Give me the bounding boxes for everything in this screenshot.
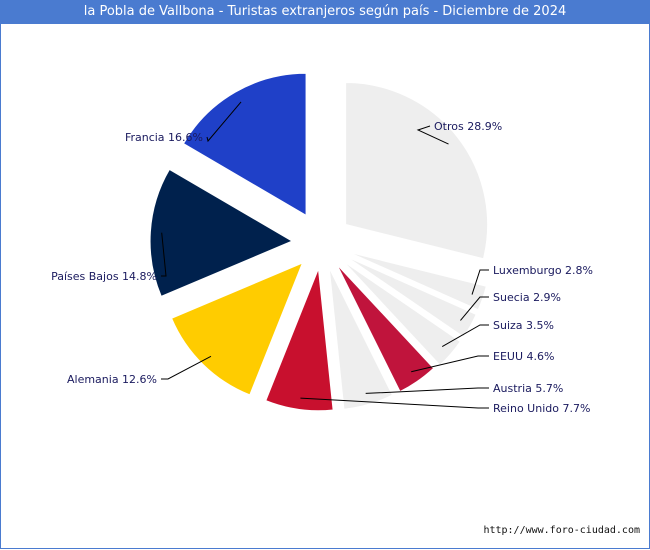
pie-slice-suecia xyxy=(346,256,477,338)
slice-label-austria: Austria 5.7% xyxy=(493,382,563,395)
slice-label-suiza: Suiza 3.5% xyxy=(493,319,554,332)
slice-label-otros: Otros 28.9% xyxy=(434,120,502,133)
leader-line-alemania xyxy=(161,355,212,380)
leader-line-eeuu xyxy=(411,355,489,373)
pie-slice-reino-unido xyxy=(265,268,334,412)
leader-line-suecia xyxy=(460,296,489,321)
slice-label-suecia: Suecia 2.9% xyxy=(493,291,561,304)
slice-label-eeuu: EEUU 4.6% xyxy=(493,350,554,363)
leader-line-austria xyxy=(365,387,489,394)
leader-line-reino-unido xyxy=(300,397,489,409)
slice-label-reino-unido: Reino Unido 7.7% xyxy=(493,402,590,415)
pie-slice-luxemburgo xyxy=(348,251,487,311)
pie-labels: Otros 28.9% Luxemburgo 2.8% Suecia 2.9% Sui… xyxy=(51,101,593,415)
leader-line-suiza xyxy=(441,324,489,347)
pie-slice-paises-bajos xyxy=(149,168,294,298)
leader-line-otros xyxy=(416,125,449,145)
slice-label-francia: Francia 16.6% xyxy=(125,131,203,144)
chart-title: la Pobla de Vallbona - Turistas extranje… xyxy=(0,0,650,24)
pie-slice-austria xyxy=(328,267,394,410)
leader-line-paises-bajos xyxy=(161,232,167,277)
slice-label-luxemburgo: Luxemburgo 2.8% xyxy=(493,264,593,277)
leader-line-luxemburgo xyxy=(471,269,489,295)
pie-slices xyxy=(149,72,489,412)
leader-line-francia xyxy=(206,101,242,143)
pie-slice-alemania xyxy=(170,262,304,396)
source-url: http://www.foro-ciudad.com xyxy=(483,525,640,536)
slice-label-alemania: Alemania 12.6% xyxy=(67,373,157,386)
pie-slice-francia xyxy=(182,72,307,217)
pie-slice-otros xyxy=(345,82,489,260)
slice-label-paises-bajos: Países Bajos 14.8% xyxy=(51,270,157,283)
